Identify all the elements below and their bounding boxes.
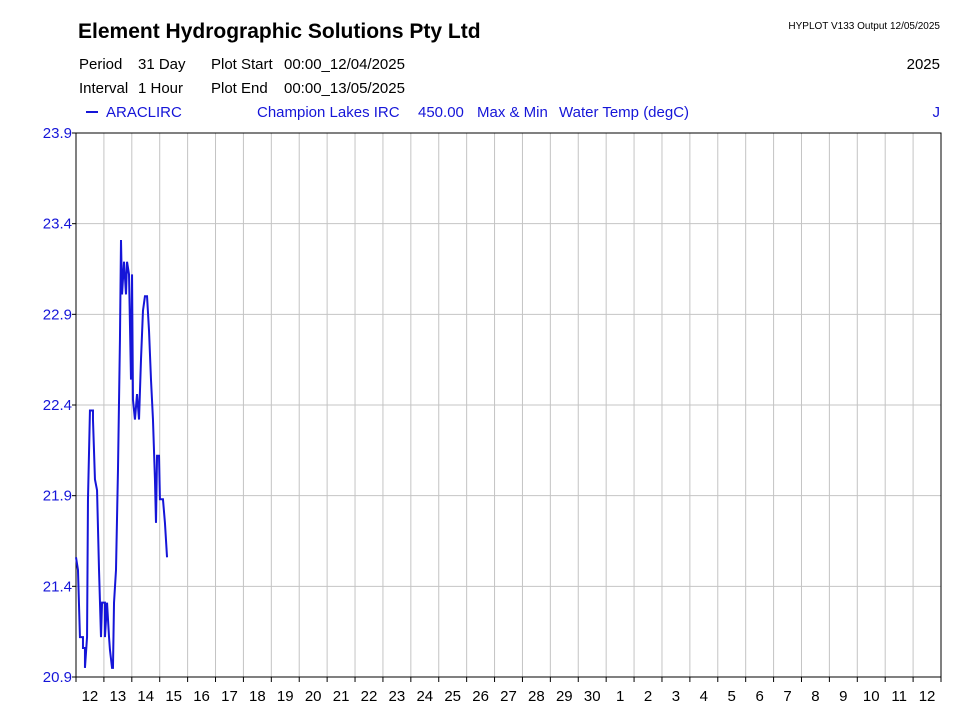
- x-tick-label: 18: [249, 688, 266, 705]
- statistic: Max & Min: [477, 104, 548, 121]
- x-tick-label: 15: [165, 688, 182, 705]
- x-tick-label: 27: [500, 688, 517, 705]
- x-tick-label: 25: [444, 688, 461, 705]
- y-tick-label: 20.9: [43, 669, 72, 686]
- corner-label: J: [933, 104, 941, 121]
- interval: 1 Hour: [138, 80, 183, 97]
- x-tick-label: 26: [472, 688, 489, 705]
- year: 2025: [907, 56, 940, 73]
- variable-code: 450.00: [418, 104, 464, 121]
- x-tick-label: 13: [110, 688, 127, 705]
- y-tick-label: 21.4: [43, 578, 72, 595]
- chart-title: Element Hydrographic Solutions Pty Ltd: [78, 20, 481, 43]
- x-tick-label: 4: [700, 688, 708, 705]
- x-tick-label: 30: [584, 688, 601, 705]
- plot-end-label: Plot End: [211, 80, 268, 97]
- plot-frame: [75, 132, 942, 678]
- legend-entry: ARACLIRC: [106, 104, 182, 121]
- x-tick-label: 20: [305, 688, 322, 705]
- plot-end: 00:00_13/05/2025: [284, 80, 405, 97]
- x-tick-label: 19: [277, 688, 294, 705]
- output-info: HYPLOT V133 Output 12/05/2025: [788, 21, 940, 32]
- y-tick-label: 23.4: [43, 216, 72, 233]
- period: 31 Day: [138, 56, 186, 73]
- x-tick-label: 2: [644, 688, 652, 705]
- x-tick-label: 7: [783, 688, 791, 705]
- site: Champion Lakes IRC: [257, 104, 400, 121]
- plot-start-label: Plot Start: [211, 56, 274, 73]
- period-label: Period: [79, 56, 122, 73]
- x-tick-label: 17: [221, 688, 238, 705]
- x-tick-label: 23: [389, 688, 406, 705]
- y-tick-label: 22.9: [43, 306, 72, 323]
- x-tick-label: 1: [616, 688, 624, 705]
- x-tick-label: 11: [891, 688, 907, 705]
- x-tick-label: 12: [919, 688, 936, 705]
- x-tick-label: 24: [416, 688, 433, 705]
- x-tick-label: 16: [193, 688, 210, 705]
- x-tick-label: 21: [333, 688, 350, 705]
- x-tick-label: 28: [528, 688, 545, 705]
- x-tick-label: 3: [672, 688, 680, 705]
- plot-start: 00:00_12/04/2025: [284, 56, 405, 73]
- y-tick-label: 23.9: [43, 125, 72, 142]
- x-tick-label: 6: [755, 688, 763, 705]
- x-tick-label: 9: [839, 688, 847, 705]
- x-tick-label: 10: [863, 688, 880, 705]
- y-tick-label: 21.9: [43, 488, 72, 505]
- y-tick-label: 22.4: [43, 397, 72, 414]
- x-tick-label: 12: [82, 688, 99, 705]
- variable: Water Temp (degC): [559, 104, 689, 121]
- x-tick-label: 8: [811, 688, 819, 705]
- x-tick-label: 5: [728, 688, 736, 705]
- x-tick-label: 22: [361, 688, 378, 705]
- data-line: [75, 239, 169, 669]
- interval-label: Interval: [79, 80, 128, 97]
- x-tick-label: 29: [556, 688, 573, 705]
- x-tick-label: 14: [137, 688, 154, 705]
